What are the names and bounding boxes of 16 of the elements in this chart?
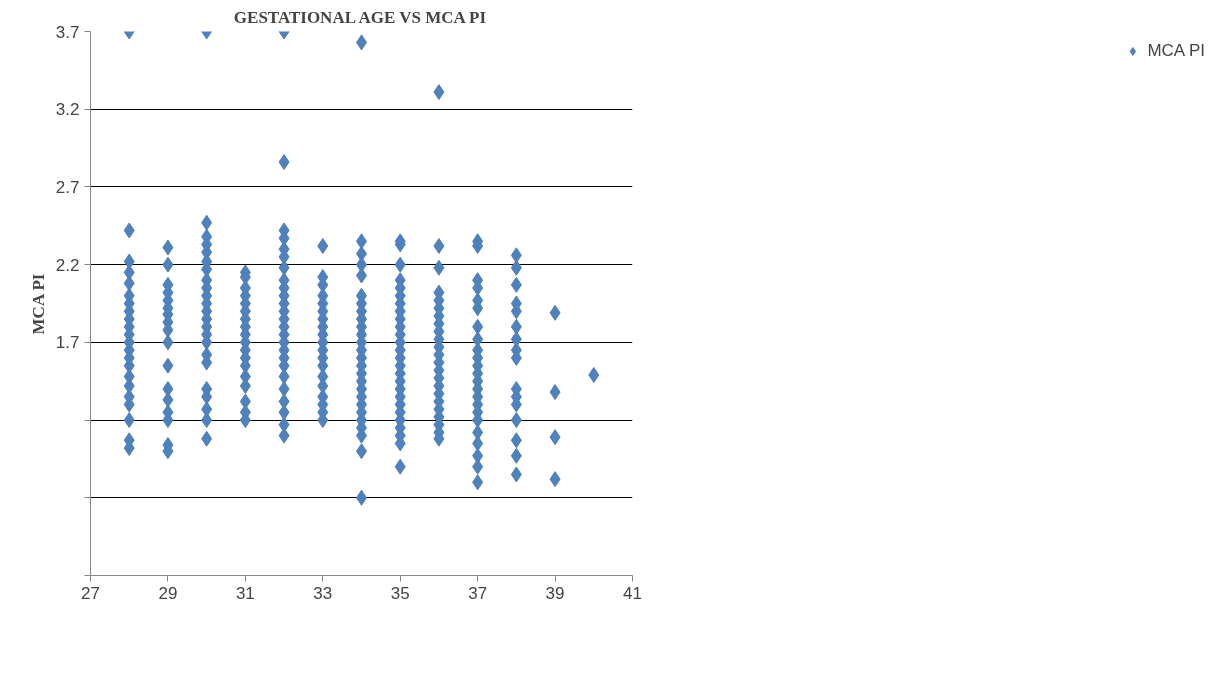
y-tick-label: 3.7 — [55, 22, 80, 42]
y-tick-label: 2.7 — [55, 177, 80, 197]
x-tick-label: 35 — [390, 583, 410, 603]
x-tick-label: 41 — [623, 583, 642, 603]
chart-title: GESTATIONAL AGE VS MCA PI — [233, 7, 487, 27]
x-tick-label: 37 — [468, 583, 488, 603]
x-tick-label: 27 — [81, 583, 100, 603]
legend-label: MCA PI — [1147, 41, 1205, 61]
x-tick-label: 39 — [545, 583, 565, 603]
y-tick-label: 1.7 — [55, 333, 80, 353]
y-tick-label: 3.2 — [55, 100, 80, 120]
x-tick-label: 33 — [313, 583, 333, 603]
x-tick-label: 31 — [235, 583, 255, 603]
y-tick-label: 2.2 — [55, 255, 80, 275]
y-axis-title: MCA PI — [28, 273, 48, 335]
x-tick-label: 29 — [158, 583, 178, 603]
